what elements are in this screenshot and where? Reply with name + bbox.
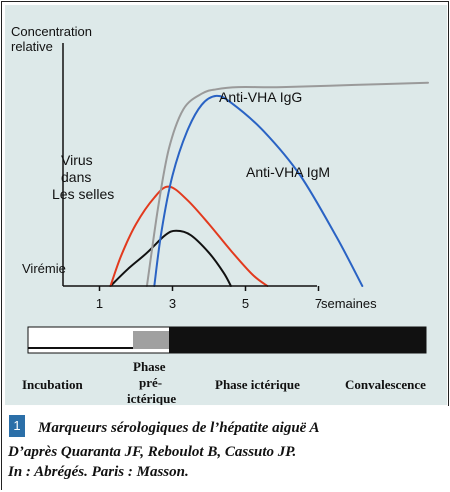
caption-line-1: Marqueurs sérologiques de l’hépatite aig… [38, 420, 320, 436]
series-label-virus-3: Les selles [52, 186, 114, 202]
y-axis-label-1: Concentration [11, 24, 92, 39]
series-label-igm: Anti-VHA IgM [246, 164, 330, 180]
phase-icteric: Phase ictérique [215, 377, 300, 392]
caption-line-3: In : Abrégés. Paris : Masson. [8, 464, 189, 480]
caption-block: 1 Marqueurs sérologiques de l’hépatite a… [2, 406, 450, 492]
series-line-1 [109, 185, 269, 287]
caption-line-2: D’après Quaranta JF, Reboulot B, Cassuto… [8, 444, 297, 460]
series-label-virus-1: Virus [61, 152, 93, 168]
phase-preicteric-2: pré- [139, 375, 162, 390]
series-label-viremie: Virémie [22, 261, 66, 276]
x-tick-label-0: 1 [96, 296, 103, 311]
phase-incubation: Incubation [22, 377, 83, 392]
y-axis-label-2: relative [11, 39, 53, 54]
x-tick-label-3: 7 [315, 296, 322, 311]
phase-preicteric-1: Phase [133, 359, 166, 374]
figure-number-badge: 1 [9, 415, 25, 437]
series-line-0 [109, 229, 232, 287]
series-label-virus-2: dans [61, 169, 91, 185]
phase-bar-preicteric [133, 331, 169, 349]
series-label-igg: Anti-VHA IgG [219, 89, 302, 105]
series-line-2 [153, 94, 364, 287]
x-axis-label: semaines [321, 296, 377, 311]
series-line-3 [145, 81, 429, 287]
x-tick-label-1: 3 [169, 296, 176, 311]
phase-convalescence: Convalescence [345, 377, 426, 392]
x-tick-label-2: 5 [242, 296, 249, 311]
phase-preicteric-3: ictérique [127, 391, 176, 405]
phase-bar-icteric [169, 327, 426, 353]
